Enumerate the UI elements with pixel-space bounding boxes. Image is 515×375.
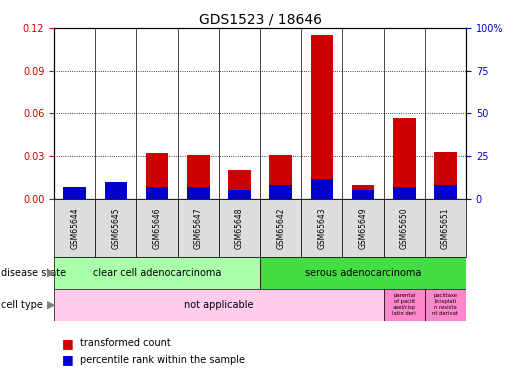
Bar: [425, 199, 466, 257]
Bar: [146, 188, 168, 199]
Bar: [269, 154, 292, 199]
Text: serous adenocarcinoma: serous adenocarcinoma: [305, 268, 421, 278]
Text: GSM65648: GSM65648: [235, 207, 244, 249]
Bar: [393, 118, 416, 199]
Bar: [105, 182, 127, 199]
Bar: [425, 289, 466, 321]
Bar: [228, 190, 251, 199]
Bar: [54, 289, 384, 321]
Text: clear cell adenocarcinoma: clear cell adenocarcinoma: [93, 268, 221, 278]
Bar: [219, 199, 260, 257]
Text: GSM65645: GSM65645: [111, 207, 121, 249]
Bar: [63, 188, 86, 199]
Bar: [95, 199, 136, 257]
Bar: [342, 199, 384, 257]
Bar: [136, 199, 178, 257]
Bar: [269, 184, 292, 199]
Text: ■: ■: [62, 337, 74, 350]
Text: GSM65643: GSM65643: [317, 207, 327, 249]
Text: transformed count: transformed count: [80, 338, 170, 348]
Title: GDS1523 / 18646: GDS1523 / 18646: [199, 13, 321, 27]
Bar: [228, 170, 251, 199]
Bar: [301, 199, 342, 257]
Bar: [311, 179, 333, 199]
Bar: [187, 154, 210, 199]
Text: GSM65647: GSM65647: [194, 207, 203, 249]
Text: GSM65649: GSM65649: [358, 207, 368, 249]
Text: GSM65651: GSM65651: [441, 207, 450, 249]
Text: GSM65644: GSM65644: [70, 207, 79, 249]
Text: not applicable: not applicable: [184, 300, 253, 310]
Text: paclitaxe
l/cisplati
n resista
nt derivat: paclitaxe l/cisplati n resista nt deriva…: [433, 294, 458, 316]
Bar: [54, 199, 95, 257]
Bar: [105, 182, 127, 199]
Bar: [187, 188, 210, 199]
Bar: [260, 257, 466, 289]
Bar: [434, 152, 457, 199]
Text: ▶: ▶: [47, 300, 56, 310]
Bar: [260, 199, 301, 257]
Bar: [63, 196, 86, 199]
Bar: [146, 153, 168, 199]
Bar: [311, 35, 333, 199]
Bar: [178, 199, 219, 257]
Bar: [434, 184, 457, 199]
Bar: [393, 188, 416, 199]
Text: ■: ■: [62, 354, 74, 366]
Bar: [384, 199, 425, 257]
Text: GSM65642: GSM65642: [276, 207, 285, 249]
Text: GSM65650: GSM65650: [400, 207, 409, 249]
Text: parental
of paclit
axel/cisp
latin deri: parental of paclit axel/cisp latin deri: [392, 294, 416, 316]
Bar: [352, 190, 374, 199]
Text: disease state: disease state: [1, 268, 65, 278]
Text: ▶: ▶: [47, 268, 56, 278]
Text: cell type: cell type: [1, 300, 42, 310]
Text: GSM65646: GSM65646: [152, 207, 162, 249]
Text: percentile rank within the sample: percentile rank within the sample: [80, 355, 245, 365]
Bar: [384, 289, 425, 321]
Bar: [54, 257, 260, 289]
Bar: [352, 184, 374, 199]
